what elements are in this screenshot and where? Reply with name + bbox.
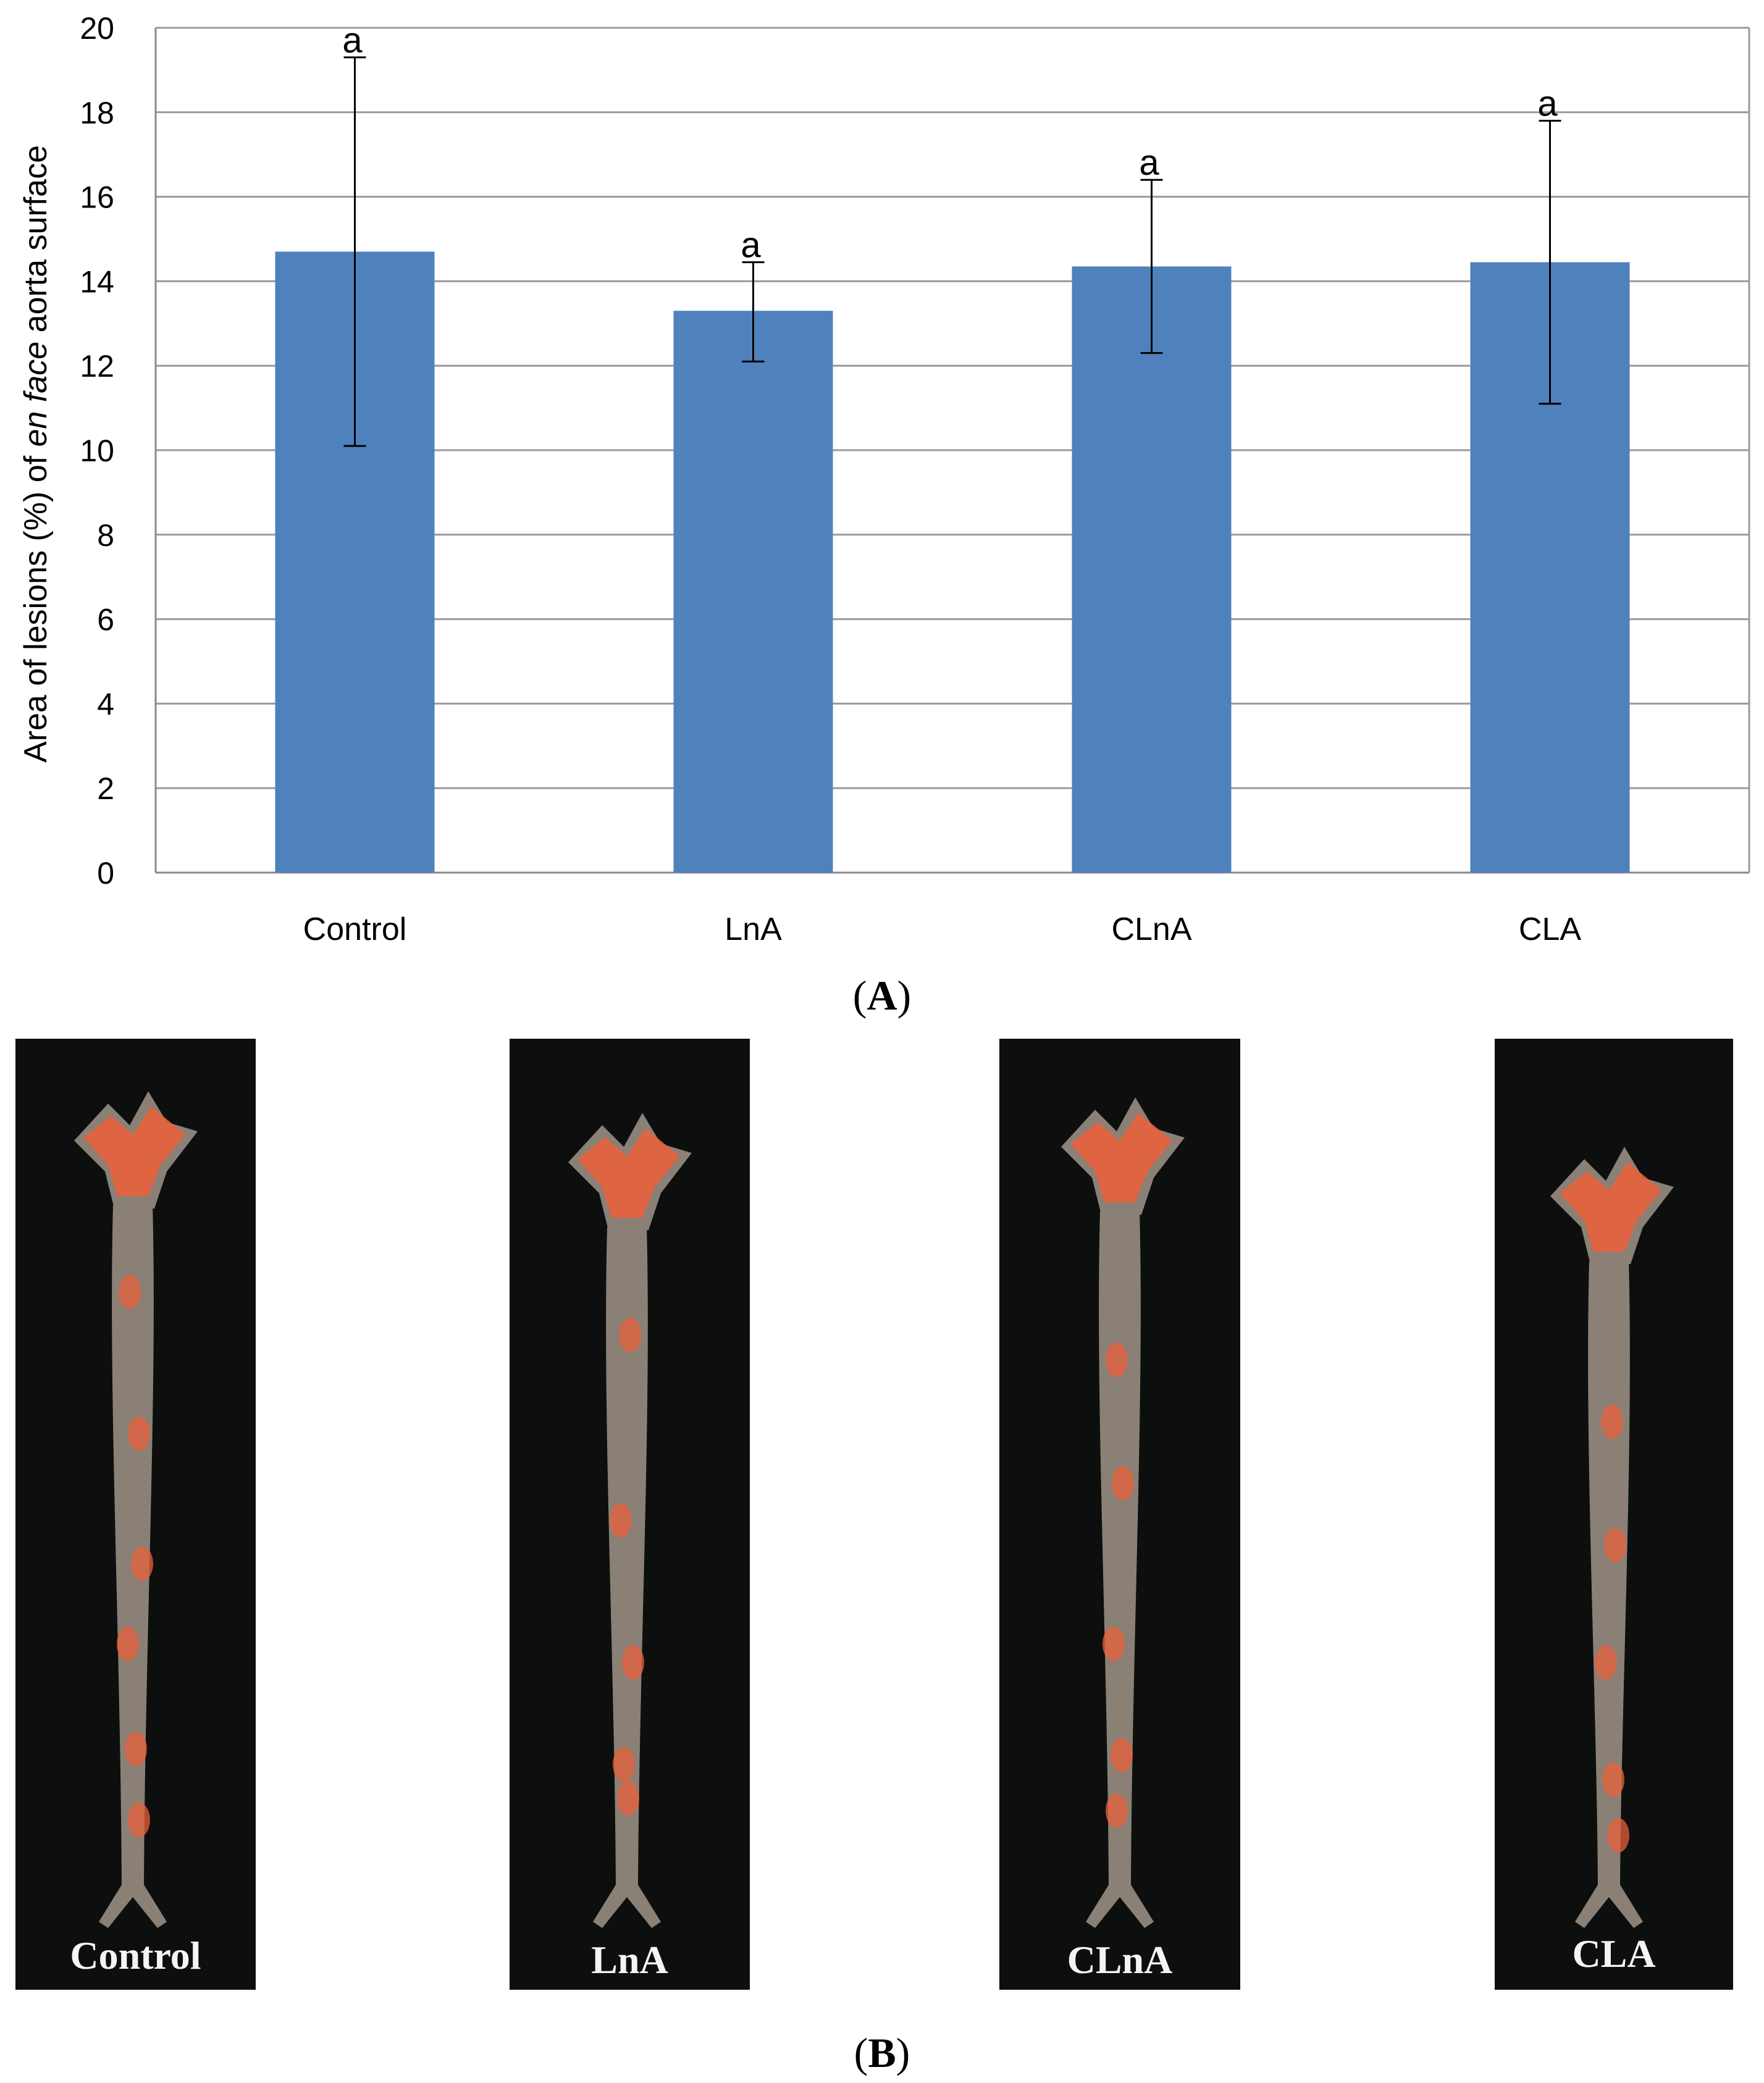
bar-lna bbox=[673, 311, 833, 873]
significance-letter: a bbox=[342, 20, 363, 61]
aorta-specimen bbox=[568, 1113, 692, 1928]
lesion-spot bbox=[617, 1781, 639, 1816]
y-tick-label: 2 bbox=[97, 771, 114, 806]
y-tick-label: 0 bbox=[97, 856, 114, 891]
y-axis-label-part-3: aorta surface bbox=[18, 145, 54, 342]
aorta-image-cla: CLA bbox=[1495, 1039, 1733, 1990]
descending-aorta bbox=[1086, 1212, 1154, 1928]
lesion-spot bbox=[1601, 1404, 1623, 1439]
y-tick-label: 18 bbox=[80, 96, 114, 130]
y-tick-labels: 0 2 4 6 8 10 12 14 16 18 20 bbox=[80, 11, 114, 891]
x-tick-label: LnA bbox=[724, 912, 782, 947]
x-tick-label: CLnA bbox=[1111, 912, 1191, 947]
aorta-image-control: Control bbox=[15, 1039, 256, 1990]
aorta-specimen bbox=[1550, 1147, 1674, 1928]
arch-lesion bbox=[578, 1128, 679, 1218]
lesion-spot bbox=[1595, 1645, 1617, 1680]
significance-letter: a bbox=[741, 225, 761, 266]
significance-letter: a bbox=[1537, 83, 1558, 124]
bars bbox=[275, 251, 1630, 873]
aorta-label-control: Control bbox=[70, 1934, 201, 1977]
panel-label-a: (A) bbox=[852, 972, 912, 1019]
lesion-spot bbox=[1106, 1793, 1128, 1828]
y-tick-label: 14 bbox=[80, 264, 114, 299]
lesion-spot bbox=[1112, 1466, 1134, 1501]
y-axis-label-part-2: en face bbox=[18, 342, 54, 447]
error-bars: a a a a bbox=[342, 20, 1561, 447]
arch-lesion bbox=[1560, 1162, 1661, 1252]
bar-clna bbox=[1072, 266, 1232, 873]
significance-letter: a bbox=[1139, 143, 1159, 183]
y-tick-label: 6 bbox=[97, 603, 114, 637]
y-tick-label: 12 bbox=[80, 349, 114, 383]
lesion-spot bbox=[613, 1747, 635, 1782]
aorta-specimen bbox=[1061, 1097, 1185, 1928]
bar-chart: 0 2 4 6 8 10 12 14 16 18 20 a a a a Control LnA CLnA CLA… bbox=[18, 11, 1750, 947]
aorta-specimen bbox=[74, 1091, 198, 1928]
panel-label-b: (B) bbox=[854, 2029, 910, 2076]
error-bar-clna bbox=[1140, 178, 1163, 354]
aorta-label-cla: CLA bbox=[1572, 1932, 1656, 1976]
panel-b-letter: B bbox=[868, 2029, 896, 2076]
lesion-spot bbox=[1111, 1738, 1133, 1772]
y-tick-label: 4 bbox=[97, 687, 114, 721]
x-tick-label: CLA bbox=[1519, 912, 1581, 947]
lesion-spot bbox=[125, 1732, 147, 1766]
lesion-spot bbox=[1106, 1343, 1128, 1377]
arch-lesion bbox=[83, 1107, 185, 1196]
lesion-spot bbox=[119, 1275, 141, 1309]
error-bar-lna bbox=[742, 261, 765, 363]
y-tick-label: 16 bbox=[80, 180, 114, 215]
aorta-image-lna: LnA bbox=[510, 1039, 750, 1990]
lesion-spot bbox=[610, 1503, 632, 1538]
lesion-spot bbox=[131, 1546, 153, 1581]
y-tick-label: 10 bbox=[80, 434, 114, 468]
panel-a-letter: A bbox=[867, 972, 897, 1019]
lesion-spot bbox=[622, 1645, 644, 1680]
lesion-spot bbox=[128, 1803, 150, 1837]
x-tick-label: Control bbox=[303, 912, 407, 947]
lesion-spot bbox=[619, 1318, 641, 1352]
error-bar-cla bbox=[1539, 119, 1561, 405]
y-tick-label: 20 bbox=[80, 11, 114, 46]
aorta-label-clna: CLnA bbox=[1067, 1938, 1173, 1982]
lesion-spot bbox=[1604, 1528, 1626, 1562]
lesion-spot bbox=[1102, 1627, 1125, 1661]
lesion-spot bbox=[1602, 1762, 1624, 1797]
aorta-label-lna: LnA bbox=[591, 1938, 668, 1982]
x-tick-labels: Control LnA CLnA CLA bbox=[303, 912, 1582, 947]
arch-lesion bbox=[1070, 1113, 1172, 1202]
descending-aorta bbox=[593, 1227, 661, 1928]
lesion-spot bbox=[1607, 1818, 1629, 1853]
y-axis-label: Area of lesions (%) of en face aorta sur… bbox=[18, 145, 54, 763]
descending-aorta bbox=[1575, 1261, 1643, 1928]
error-bar-control bbox=[343, 56, 366, 447]
lesion-spot bbox=[117, 1627, 139, 1661]
aorta-image-clna: CLnA bbox=[999, 1039, 1240, 1990]
lesion-spot bbox=[128, 1417, 150, 1451]
y-axis-label-part-1: Area of lesions (%) of bbox=[18, 446, 54, 763]
y-tick-label: 8 bbox=[97, 518, 114, 553]
